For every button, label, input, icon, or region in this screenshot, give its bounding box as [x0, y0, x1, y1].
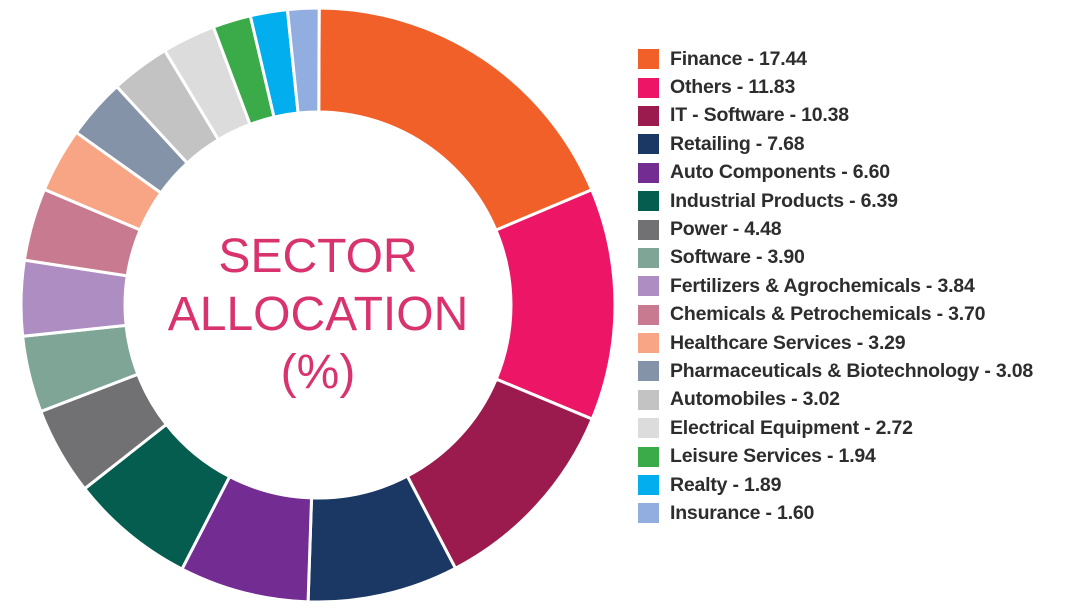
- legend-item-9: Fertilizers & Agrochemicals - 3.84: [638, 272, 1078, 300]
- chart-title-line-1: SECTOR: [218, 230, 418, 283]
- legend-item-11: Healthcare Services - 3.29: [638, 329, 1078, 357]
- legend-swatch: [638, 49, 659, 70]
- legend-swatch: [638, 105, 659, 126]
- legend-label: IT - Software - 10.38: [670, 104, 849, 127]
- legend-label: Software - 3.90: [670, 246, 805, 269]
- legend-item-3: IT - Software - 10.38: [638, 102, 1078, 130]
- legend-swatch: [638, 418, 659, 439]
- legend-label: Finance - 17.44: [670, 47, 807, 70]
- legend-swatch: [638, 389, 659, 410]
- pie-slice-1: [317, 6, 594, 233]
- legend-item-8: Software - 3.90: [638, 244, 1078, 272]
- legend-swatch: [638, 446, 659, 467]
- legend-label: Auto Components - 6.60: [670, 161, 890, 184]
- legend-swatch: [638, 247, 659, 268]
- legend-swatch: [638, 475, 659, 496]
- legend-label: Electrical Equipment - 2.72: [670, 416, 913, 439]
- legend-label: Insurance - 1.60: [670, 501, 815, 524]
- legend-item-5: Auto Components - 6.60: [638, 159, 1078, 187]
- legend-item-15: Leisure Services - 1.94: [638, 442, 1078, 470]
- legend-label: Others - 11.83: [670, 76, 796, 99]
- chart-title-line-3: (%): [280, 346, 356, 399]
- chart-title-line-2: ALLOCATION: [167, 288, 469, 341]
- legend-label: Healthcare Services - 3.29: [670, 331, 906, 354]
- legend-swatch: [638, 162, 659, 183]
- legend-item-13: Automobiles - 3.02: [638, 386, 1078, 414]
- legend-label: Automobiles - 3.02: [670, 388, 840, 411]
- legend-item-10: Chemicals & Petrochemicals - 3.70: [638, 301, 1078, 329]
- legend-item-16: Realty - 1.89: [638, 471, 1078, 499]
- donut-chart: [19, 6, 617, 604]
- legend-item-1: Finance - 17.44: [638, 45, 1078, 73]
- legend: Finance - 17.44 Others - 11.83 IT - Softwa…: [638, 45, 1078, 528]
- legend-item-12: Pharmaceuticals & Biotechnology - 3.08: [638, 357, 1078, 385]
- legend-swatch: [638, 333, 659, 354]
- legend-swatch: [638, 77, 659, 98]
- legend-swatch: [638, 304, 659, 325]
- legend-swatch: [638, 219, 659, 240]
- legend-item-17: Insurance - 1.60: [638, 499, 1078, 527]
- legend-item-6: Industrial Products - 6.39: [638, 187, 1078, 215]
- legend-swatch: [638, 276, 659, 297]
- legend-label: Pharmaceuticals & Biotechnology - 3.08: [670, 359, 1034, 382]
- legend-item-4: Retailing - 7.68: [638, 130, 1078, 158]
- legend-label: Power - 4.48: [670, 218, 782, 241]
- legend-swatch: [638, 191, 659, 212]
- legend-label: Leisure Services - 1.94: [670, 445, 876, 468]
- legend-swatch: [638, 134, 659, 155]
- legend-swatch: [638, 361, 659, 382]
- legend-label: Fertilizers & Agrochemicals - 3.84: [670, 274, 975, 297]
- pie-slice-17: [285, 6, 321, 115]
- chart-title: SECTOR ALLOCATION (%): [118, 228, 518, 402]
- legend-label: Industrial Products - 6.39: [670, 189, 898, 212]
- legend-label: Realty - 1.89: [670, 473, 782, 496]
- legend-swatch: [638, 503, 659, 524]
- legend-item-7: Power - 4.48: [638, 215, 1078, 243]
- legend-label: Retailing - 7.68: [670, 132, 805, 155]
- legend-item-2: Others - 11.83: [638, 73, 1078, 101]
- legend-label: Chemicals & Petrochemicals - 3.70: [670, 303, 986, 326]
- legend-item-14: Electrical Equipment - 2.72: [638, 414, 1078, 442]
